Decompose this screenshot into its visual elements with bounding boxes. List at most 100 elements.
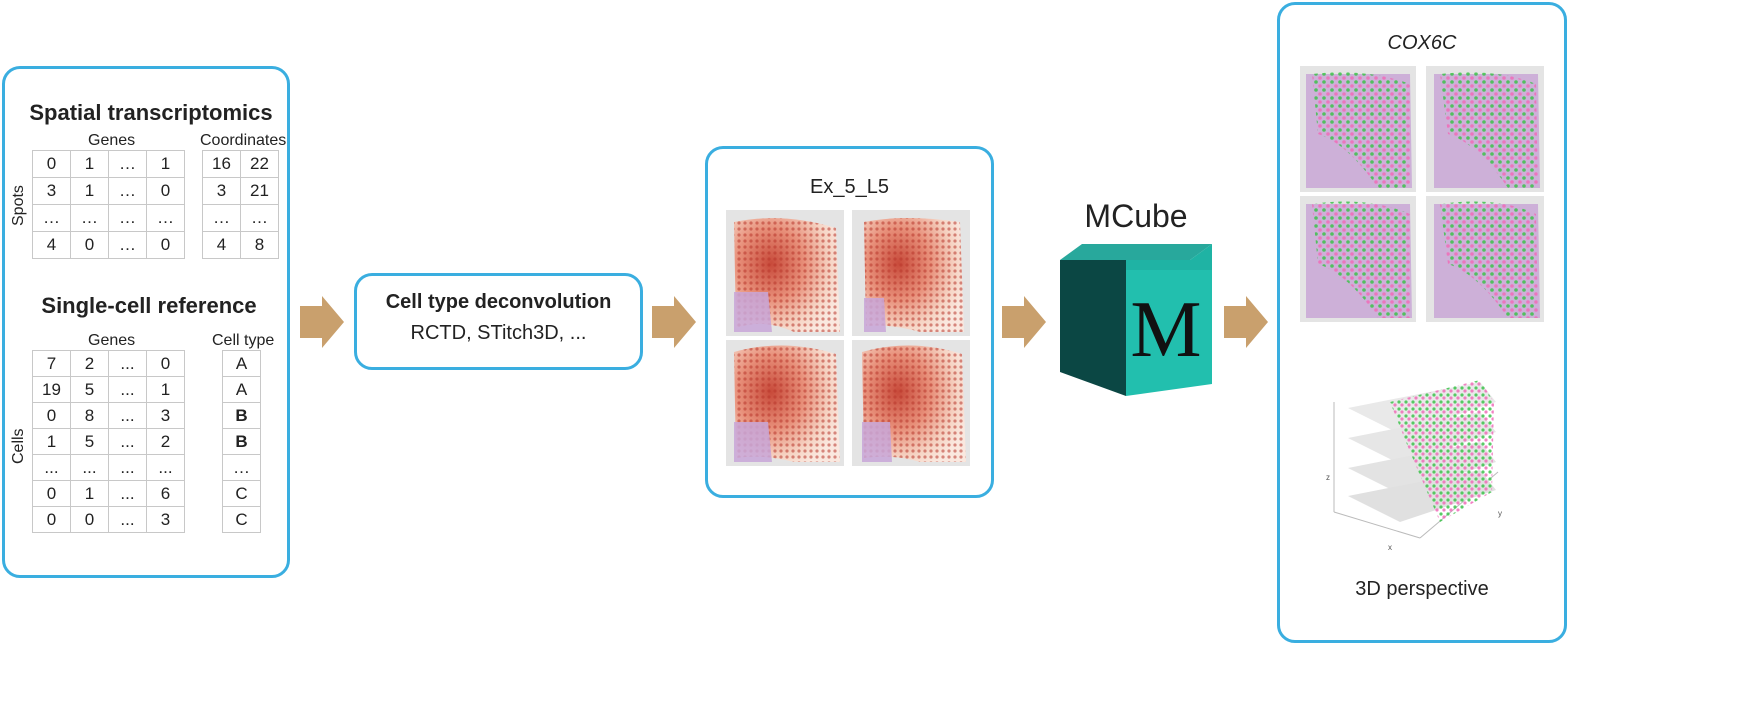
table-cell: ... [108, 506, 147, 533]
table-cell: 0 [70, 506, 109, 533]
3d-perspective-caption: 3D perspective [1355, 578, 1489, 600]
table-cell: 0 [70, 231, 109, 259]
tissue-slice-1 [726, 210, 844, 336]
table-row: ………… [32, 204, 185, 232]
x-axis-label: x [1388, 543, 1392, 552]
table-cell: 8 [70, 402, 109, 429]
table-row: 4 0… 0 [32, 231, 185, 259]
3d-perspective-plot: z x y [1326, 380, 1502, 552]
table-row: 19 5... 1 [32, 376, 185, 403]
table-cell: 5 [70, 428, 109, 455]
table-row: A [222, 350, 261, 377]
table-cell: 7 [32, 350, 71, 377]
table-cell: 3 [146, 402, 185, 429]
cox6c-tissue-maps [1300, 66, 1544, 322]
tissue-slice-4 [852, 340, 970, 466]
table-cell: 1 [70, 177, 109, 205]
spatial-transcriptomics-title: Spatial transcriptomics [29, 100, 273, 125]
y-axis-label: y [1498, 509, 1502, 518]
table-cell: ... [108, 350, 147, 377]
table-row: C [222, 480, 261, 507]
table-row: 0 1… 1 [32, 150, 185, 178]
table-row: B [222, 402, 261, 429]
table-cell: 0 [32, 150, 71, 178]
table-cell: 0 [32, 402, 71, 429]
table-cell: 21 [240, 177, 279, 205]
table-cell: 1 [146, 150, 185, 178]
cox6c-slice-2 [1426, 66, 1544, 192]
table-row: C [222, 506, 261, 533]
table-cell: 2 [70, 350, 109, 377]
tissue-slice-2 [852, 210, 970, 336]
table-row: 16 22 [202, 150, 279, 178]
arrow-2-icon [652, 296, 696, 348]
table-cell: ... [70, 454, 109, 481]
table-cell: 1 [70, 480, 109, 507]
table-cell: 1 [146, 376, 185, 403]
table-cell: … [202, 204, 241, 232]
table-row: 7 2... 0 [32, 350, 185, 377]
table-cell: ... [108, 480, 147, 507]
table-cell: 4 [32, 231, 71, 259]
cox6c-slice-4 [1426, 196, 1544, 322]
cell-type-header: Cell type [212, 332, 275, 349]
single-cell-reference-title: Single-cell reference [41, 293, 257, 318]
genes-header: Genes [88, 132, 136, 149]
table-cell: 0 [32, 506, 71, 533]
sc-gene-matrix: 7 2... 0 19 5... 1 0 8... 3 1 5... 2............ 0 1.… [32, 350, 185, 533]
cell-type-cell: … [222, 454, 261, 481]
table-row: 1 5... 2 [32, 428, 185, 455]
cell-type-cell: C [222, 506, 261, 533]
table-row: 0 8... 3 [32, 402, 185, 429]
table-cell: 8 [240, 231, 279, 259]
table-cell: 3 [202, 177, 241, 205]
table-cell: ... [32, 454, 71, 481]
table-cell: 1 [70, 150, 109, 178]
cell-type-cell: C [222, 480, 261, 507]
table-cell: 5 [70, 376, 109, 403]
table-cell: 2 [146, 428, 185, 455]
mcube-letter: M [1130, 286, 1201, 374]
cox6c-slice-1 [1300, 66, 1416, 192]
table-cell: 22 [240, 150, 279, 178]
arrow-1-icon [300, 296, 344, 348]
table-cell: … [70, 204, 109, 232]
deconvolution-title: Cell type deconvolution [385, 291, 612, 313]
table-row: A [222, 376, 261, 403]
sc-genes-header: Genes [88, 332, 136, 349]
table-cell: … [108, 177, 147, 205]
arrow-4-icon [1224, 296, 1268, 348]
table-cell: 0 [146, 231, 185, 259]
table-cell: 0 [146, 350, 185, 377]
mcube-cube-icon: M [1060, 244, 1212, 396]
table-cell: … [108, 231, 147, 259]
celltype-tissue-maps [726, 210, 970, 466]
deconvolution-panel [354, 273, 643, 370]
cell-type-cell: B [222, 402, 261, 429]
table-cell: ... [108, 454, 147, 481]
mcube-title: MCube [1084, 198, 1188, 234]
table-cell: 0 [32, 480, 71, 507]
table-cell: ... [108, 376, 147, 403]
table-row: 3 1… 0 [32, 177, 185, 205]
table-cell: … [146, 204, 185, 232]
table-cell: 3 [32, 177, 71, 205]
table-cell: 0 [146, 177, 185, 205]
table-row: 3 21 [202, 177, 279, 205]
cell-type-cell: B [222, 428, 261, 455]
table-row: 0 1... 6 [32, 480, 185, 507]
sc-celltype-column: A A B B… C C [222, 350, 261, 533]
cell-type-cell: A [222, 350, 261, 377]
spots-axis-label: Spots [10, 185, 27, 226]
z-axis-label: z [1326, 473, 1330, 482]
st-coordinate-matrix: 16 22 3 21…… 4 8 [202, 150, 279, 259]
cell-type-cell: A [222, 376, 261, 403]
table-row: … [222, 454, 261, 481]
table-cell: … [108, 150, 147, 178]
table-row: ............ [32, 454, 185, 481]
table-cell: … [32, 204, 71, 232]
table-cell: ... [108, 428, 147, 455]
st-gene-matrix: 0 1… 1 3 1… 0………… 4 0… 0 [32, 150, 185, 259]
table-cell: ... [146, 454, 185, 481]
table-cell: 19 [32, 376, 71, 403]
